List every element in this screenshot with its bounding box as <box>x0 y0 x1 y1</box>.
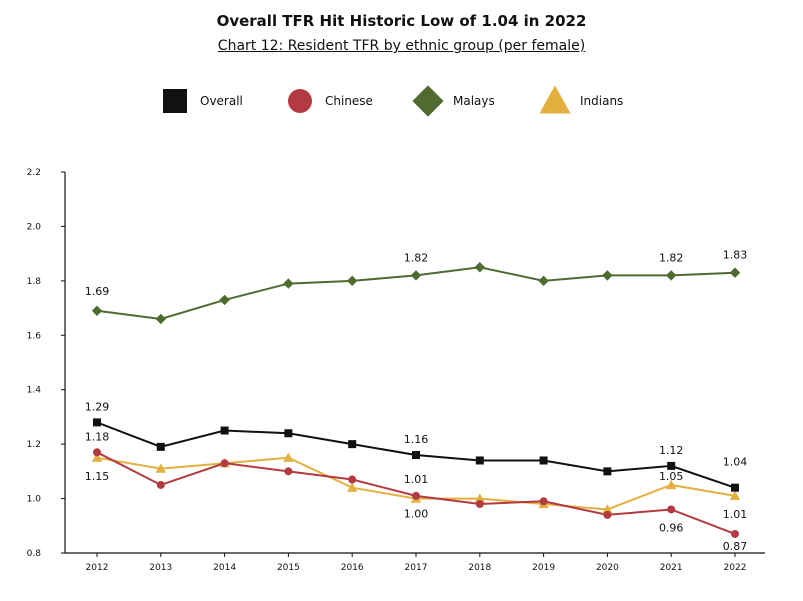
data-point-overall <box>475 456 484 465</box>
data-label-chinese: 0.87 <box>723 540 748 553</box>
data-point-overall <box>156 442 165 451</box>
data-label-chinese: 1.18 <box>85 430 110 443</box>
data-point-overall <box>603 467 612 476</box>
data-label-overall: 1.29 <box>85 400 110 413</box>
y-tick-label: 2.0 <box>27 222 42 232</box>
x-tick-label: 2019 <box>532 563 555 573</box>
data-point-overall <box>284 429 293 438</box>
data-point-chinese <box>156 480 165 489</box>
y-tick-label: 1.2 <box>27 440 41 450</box>
data-point-chinese <box>539 497 548 506</box>
data-point-indians <box>155 463 166 473</box>
data-point-chinese <box>220 459 229 468</box>
data-point-indians <box>474 493 485 503</box>
data-point-malays <box>410 270 422 281</box>
data-label-indians: 1.01 <box>723 508 748 521</box>
data-point-malays <box>91 305 103 316</box>
data-point-malays <box>155 313 166 325</box>
y-tick-label: 1.0 <box>27 495 42 505</box>
legend-item-overall: Overall <box>163 89 243 113</box>
data-point-chinese <box>667 505 676 514</box>
data-point-indians <box>347 482 358 492</box>
data-point-malays <box>666 270 677 281</box>
legend-item-malays: Malays <box>412 85 495 117</box>
data-label-malays: 1.69 <box>85 285 110 298</box>
legend-label: Overall <box>200 94 243 108</box>
data-label-indians: 1.15 <box>85 470 110 483</box>
data-point-chinese <box>731 529 739 538</box>
data-point-indians <box>283 452 294 462</box>
data-point-indians <box>91 452 103 462</box>
data-point-overall <box>348 440 357 449</box>
data-point-malays <box>283 278 294 289</box>
data-point-overall <box>93 418 101 427</box>
data-point-chinese <box>93 448 101 457</box>
data-point-chinese <box>412 491 420 500</box>
legend-label: Indians <box>580 94 623 108</box>
data-point-indians <box>666 479 677 490</box>
x-tick-label: 2022 <box>724 563 747 573</box>
x-tick-label: 2018 <box>468 563 491 573</box>
data-point-chinese <box>348 475 357 484</box>
legend-marker-indians <box>539 85 571 114</box>
legend-label: Chinese <box>325 94 373 108</box>
data-point-malays <box>729 267 741 278</box>
data-label-overall: 1.04 <box>723 456 748 469</box>
legend-marker-overall <box>163 89 187 113</box>
y-tick-label: 0.8 <box>27 549 42 559</box>
data-label-chinese: 0.96 <box>659 521 684 534</box>
x-tick-label: 2012 <box>86 563 109 573</box>
data-label-overall: 1.16 <box>404 433 429 446</box>
data-point-overall <box>667 461 676 470</box>
data-point-chinese <box>603 510 612 519</box>
data-point-overall <box>412 451 420 460</box>
x-tick-label: 2014 <box>213 563 236 573</box>
data-label-chinese: 1.01 <box>404 473 429 486</box>
legend-marker-malays <box>412 85 444 117</box>
y-tick-label: 1.6 <box>27 331 42 341</box>
x-tick-label: 2013 <box>149 563 172 573</box>
legend-item-chinese: Chinese <box>288 89 373 113</box>
data-point-overall <box>731 483 739 492</box>
x-tick-label: 2017 <box>405 563 428 573</box>
data-point-chinese <box>475 500 484 509</box>
x-tick-label: 2020 <box>596 563 619 573</box>
data-point-malays <box>219 294 230 306</box>
data-point-overall <box>220 426 229 435</box>
data-label-malays: 1.82 <box>659 251 684 264</box>
chart-subtitle: Chart 12: Resident TFR by ethnic group (… <box>217 38 586 54</box>
data-label-malays: 1.83 <box>723 249 748 262</box>
y-tick-label: 1.8 <box>27 277 42 287</box>
x-tick-label: 2015 <box>277 563 300 573</box>
data-point-indians <box>602 504 613 514</box>
chart-title: Overall TFR Hit Historic Low of 1.04 in … <box>216 12 587 30</box>
data-label-indians: 1.00 <box>404 508 429 521</box>
legend-marker-chinese <box>288 89 312 113</box>
data-point-malays <box>347 275 358 287</box>
legend-item-indians: Indians <box>539 85 623 114</box>
y-tick-label: 2.2 <box>27 168 41 178</box>
data-point-indians <box>729 490 741 501</box>
data-point-malays <box>602 270 613 281</box>
data-point-malays <box>474 262 485 273</box>
data-label-malays: 1.82 <box>404 251 429 264</box>
legend-label: Malays <box>453 94 495 108</box>
x-tick-label: 2021 <box>660 563 683 573</box>
x-tick-label: 2016 <box>341 563 364 573</box>
y-tick-label: 1.4 <box>27 386 42 396</box>
data-label-indians: 1.05 <box>659 470 684 483</box>
data-label-overall: 1.12 <box>659 444 684 457</box>
data-point-malays <box>538 275 549 287</box>
data-point-overall <box>539 456 548 465</box>
data-point-chinese <box>284 467 293 476</box>
